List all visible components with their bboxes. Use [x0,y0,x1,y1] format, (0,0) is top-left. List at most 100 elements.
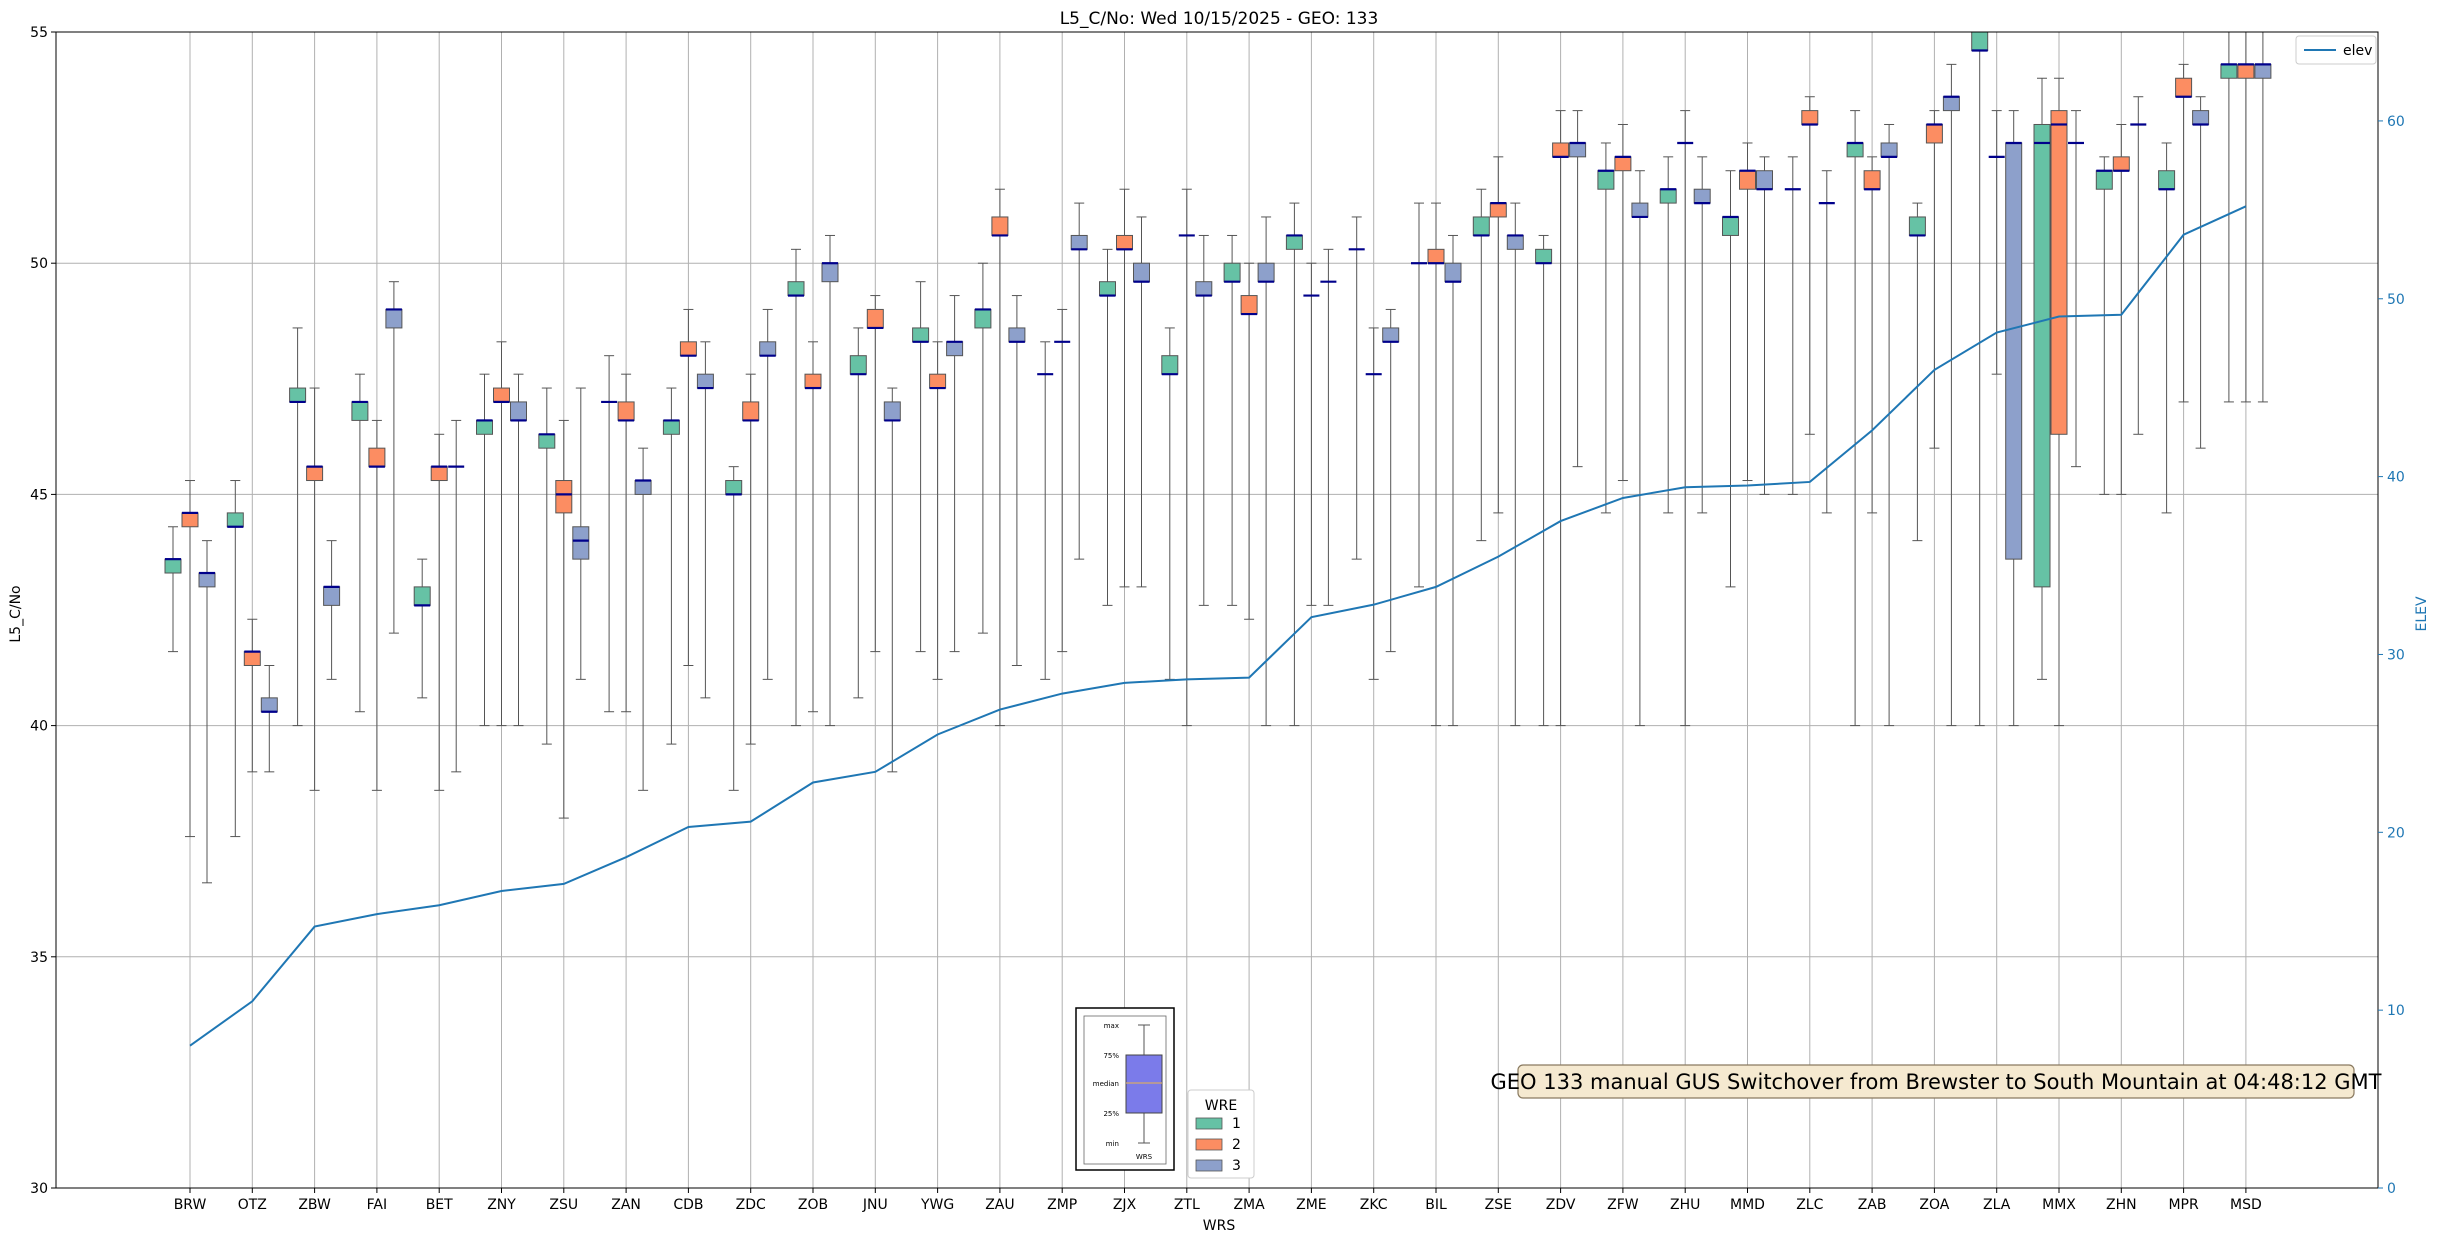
box-body [759,341,777,357]
x-tick-label: MMD [1730,1197,1765,1213]
box-body [1382,327,1400,343]
box-body [866,308,884,329]
box-body [804,373,822,389]
box-ZMP-wre3 [1070,202,1088,560]
y-tick-label: 50 [30,256,48,272]
box-body [430,466,448,482]
box-BIL-wre3 [1444,234,1462,727]
box-body [1427,248,1445,264]
box-MPR-wre2 [2175,63,2193,403]
box-body [974,308,992,329]
box-MMD-wre2 [1739,142,1756,482]
y2-tick-label: 60 [2387,114,2405,130]
y-tick-label: 45 [30,487,48,503]
box-body [1971,31,1989,51]
box-body [1846,142,1864,158]
elevation-line [189,205,2247,1047]
box-body [1925,123,1943,144]
x-tick-label: ZBW [298,1197,331,1213]
box-ZOA-wre3 [1942,63,1960,727]
x-tick-label: ZLC [1796,1197,1823,1213]
box-body [1552,142,1570,158]
box-body [385,308,403,329]
box-ZAB-wre3 [1880,123,1898,727]
x-tick-label: ZJX [1113,1197,1137,1213]
box-body [1223,262,1241,283]
box-body [617,401,635,421]
box-ZSE-wre1 [1472,188,1490,542]
x-tick-label: BRW [174,1197,207,1213]
wre-legend-swatch [1195,1117,1223,1130]
x-tick-label: ZAU [985,1197,1014,1213]
box-body [493,387,510,403]
box-ZDC-wre2 [742,373,760,745]
box-ZDV-wre2 [1552,110,1570,727]
box-ZBW-wre1 [289,327,307,727]
box-body [1472,216,1490,236]
box-body [289,387,307,403]
box-ZTL-wre3 [1195,234,1213,606]
box-body [2095,170,2113,190]
y2-tick-label: 0 [2387,1181,2396,1197]
box-ZAN-wre1 [601,355,618,713]
box-body [1756,170,1773,190]
box-FAI-wre2 [368,419,386,791]
box-body [1722,216,1739,236]
box-body [1880,142,1898,158]
box-MMX-wre2 [2050,77,2068,727]
box-body [306,466,324,482]
x-axis-label: WRS [1203,1218,1236,1234]
x-tick-label: MMX [2042,1197,2076,1213]
box-MPR-wre1 [2158,142,2176,514]
switchover-annotation: GEO 133 manual GUS Switchover from Brews… [1491,1064,2382,1099]
box-body [725,480,743,495]
box-body [1099,281,1116,297]
box-ZMA-wre2 [1240,262,1258,620]
box-MSD-wre3 [2254,31,2272,403]
box-body [787,281,805,297]
box-body [1070,234,1088,250]
box-ZKC-wre1 [1348,216,1365,560]
box-JNU-wre2 [866,295,884,653]
box-body [929,373,947,389]
box-body [1863,170,1881,190]
grid [56,31,2378,1189]
box-body [1489,202,1507,218]
x-tick-label: JNU [862,1197,888,1213]
x-tick-label: CDB [673,1197,703,1213]
box-YWG-wre3 [946,295,964,653]
box-ZKC-wre2 [1365,327,1382,680]
box-ZSU-wre1 [538,387,556,745]
box-ZOB-wre1 [787,248,805,727]
box-ZFW-wre2 [1614,123,1632,482]
box-body [912,327,930,343]
box-ZJX-wre2 [1116,188,1133,588]
y-tick-label: 40 [30,719,48,735]
box-body [243,651,261,666]
x-tick-label: ZSU [549,1197,578,1213]
x-tick-label: ZAN [611,1197,641,1213]
box-ZLA-wre2 [1988,110,2005,375]
y2-tick-label: 20 [2387,825,2405,841]
box-body [1569,142,1587,158]
box-body [2220,63,2238,79]
x-tick-label: ZHN [2106,1197,2137,1213]
box-ZLC-wre2 [1801,96,1819,435]
x-tick-label: ZAB [1858,1197,1887,1213]
box-ZFW-wre3 [1631,170,1649,727]
plot-border [55,31,2379,1189]
box-ZLA-wre3 [2005,110,2023,727]
x-tick-label: MSD [2230,1197,2262,1213]
x-tick-label: ZNY [487,1197,516,1213]
box-body [662,419,680,435]
wre-legend: WRE 1 2 3 [1187,1089,1255,1179]
x-tick-label: ZME [1296,1197,1327,1213]
box-body [2254,63,2272,79]
box-MSD-wre1 [2220,31,2238,403]
wre-legend-swatch [1195,1138,1223,1151]
box-ZOA-wre1 [1908,202,1926,542]
y2-tick-label: 10 [2387,1003,2405,1019]
box-OTZ-wre1 [226,480,244,838]
wre-legend-label: 1 [1232,1116,1241,1132]
box-body [1161,355,1179,375]
